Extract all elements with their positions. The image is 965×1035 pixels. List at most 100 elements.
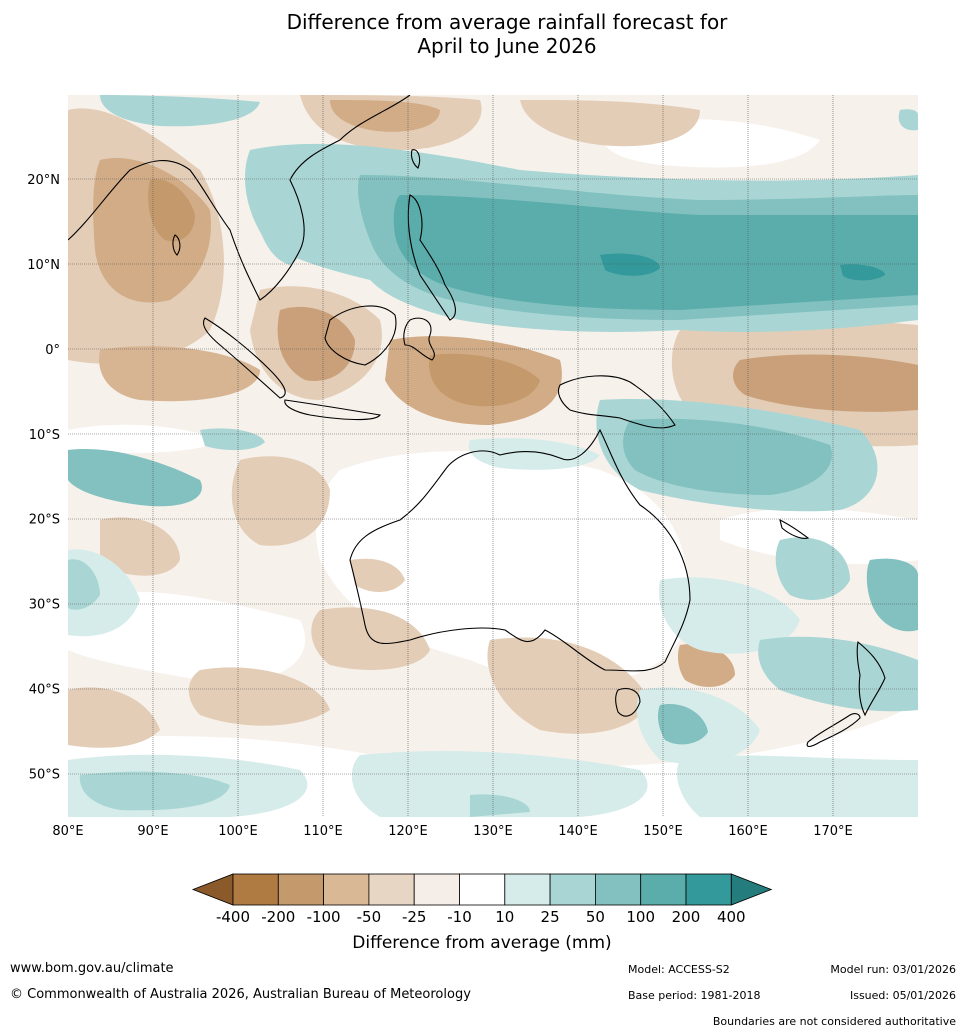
philippines-coastline: [407, 194, 456, 321]
dry-area: [231, 456, 330, 546]
colorbar-min-extend: [191, 873, 234, 906]
copyright-text: © Commonwealth of Australia 2026, Austra…: [10, 987, 471, 1002]
wet-area: [393, 195, 918, 310]
tasmania-coastline: [615, 687, 641, 717]
colorbar-tick-label: -25: [402, 908, 427, 926]
colorbar-tick-label: 100: [626, 908, 655, 926]
dry-area: [99, 346, 261, 402]
colorbar-tick-labels: -400 -200 -100 -50 -25 -10 10 25 50 100 200 400: [216, 908, 746, 926]
wet-area: [840, 264, 885, 281]
colorbar-tick-label: 10: [495, 908, 514, 926]
chart-title: Difference from average rainfall forecas…: [0, 10, 965, 58]
lat-label: 50°S: [29, 768, 60, 783]
lon-label: 100°E: [218, 824, 258, 839]
dry-area: [677, 644, 735, 687]
colorbar-tick-label: 50: [586, 908, 605, 926]
new-zealand-north-coastline: [856, 640, 886, 717]
wet-area: [600, 253, 660, 276]
coastlines: [68, 95, 886, 748]
wet-area: [468, 438, 600, 470]
dry-area: [148, 179, 195, 242]
dry-area: [429, 353, 540, 407]
lon-label: 120°E: [388, 824, 428, 839]
lon-label: 90°E: [137, 824, 168, 839]
disclaimer-text: Boundaries are not considered authoritat…: [712, 1015, 956, 1028]
dry-area: [68, 687, 160, 748]
colorbar-tick-label: -10: [447, 908, 472, 926]
wet-area: [758, 636, 918, 712]
map-area: [68, 95, 918, 817]
sri-lanka-coastline: [172, 234, 181, 256]
wet-area: [68, 559, 100, 610]
title-line-2: April to June 2026: [417, 34, 597, 58]
colorbar-tick-label: -400: [216, 908, 250, 926]
colorbar-swatch: [459, 873, 506, 906]
wet-area: [255, 146, 330, 265]
model-text: Model: ACCESS-S2: [628, 963, 730, 976]
wet-area: [68, 449, 202, 507]
wet-area: [470, 794, 530, 817]
wet-area: [623, 418, 832, 495]
colorbar-swatch: [368, 873, 415, 906]
sumatra-coastline: [202, 317, 286, 399]
dry-area: [100, 517, 180, 576]
lon-label: 160°E: [728, 824, 768, 839]
wet-area: [866, 558, 918, 632]
borneo-coastline: [324, 305, 397, 366]
latitude-labels: 20°N 10°N 0° 10°S 20°S 30°S 40°S 50°S: [27, 173, 60, 783]
lon-label: 170°E: [813, 824, 853, 839]
anomaly-fields: [68, 95, 918, 817]
dry-area: [188, 667, 330, 726]
java-coastline: [284, 399, 381, 421]
wet-area: [657, 704, 708, 745]
wet-area: [79, 771, 230, 811]
colorbar-tick-label: -50: [357, 908, 382, 926]
neutral-area: [68, 424, 220, 453]
dry-area: [487, 637, 650, 734]
colorbar-tick-label: 400: [717, 908, 746, 926]
dry-area: [311, 607, 430, 670]
colorbar-tick-label: 200: [672, 908, 701, 926]
website-link[interactable]: www.bom.gov.au/climate: [10, 961, 174, 976]
colorbar-tick-label: -100: [307, 908, 341, 926]
colorbar-tick-label: -200: [261, 908, 295, 926]
new-guinea-coastline: [557, 375, 676, 429]
wet-area: [659, 577, 800, 654]
colorbar-swatch: [640, 873, 687, 906]
colorbar-swatch: [504, 873, 551, 906]
dry-area: [350, 558, 405, 592]
wet-area: [898, 109, 918, 131]
new-caledonia-coastline: [779, 518, 810, 539]
wet-area: [351, 750, 648, 817]
base-period-text: Base period: 1981-2018: [628, 989, 761, 1002]
wet-anomaly-areas: [68, 95, 918, 817]
graticule: [68, 95, 918, 817]
longitude-labels: 80°E 90°E 100°E 110°E 120°E 130°E 140°E 150°E 16…: [52, 824, 852, 839]
dry-area: [277, 306, 355, 381]
dry-area: [330, 100, 440, 132]
colorbar-swatch: [323, 873, 370, 906]
colorbar-swatch: [232, 873, 279, 906]
wet-area: [676, 755, 918, 817]
colorbar-max-extend: [730, 873, 773, 906]
title-line-1: Difference from average rainfall forecas…: [286, 10, 728, 34]
colorbar-tick-label: 25: [541, 908, 560, 926]
issued-text: Issued: 05/01/2026: [849, 989, 956, 1002]
lat-label: 20°S: [29, 513, 60, 528]
wet-area: [100, 95, 260, 127]
asia-mainland-coastline: [68, 95, 411, 301]
colorbar: [191, 873, 773, 906]
lon-label: 130°E: [473, 824, 513, 839]
australia-coastline: [349, 428, 691, 672]
colorbar-title: Difference from average (mm): [352, 933, 611, 953]
dry-area: [520, 100, 700, 147]
colorbar-swatch: [685, 873, 732, 906]
colorbar-swatch: [549, 873, 596, 906]
lat-label: 0°: [45, 343, 60, 358]
lon-label: 140°E: [558, 824, 598, 839]
lat-label: 10°S: [29, 428, 60, 443]
lon-label: 150°E: [643, 824, 683, 839]
neutral-area: [720, 508, 918, 564]
colorbar-swatch: [413, 873, 460, 906]
